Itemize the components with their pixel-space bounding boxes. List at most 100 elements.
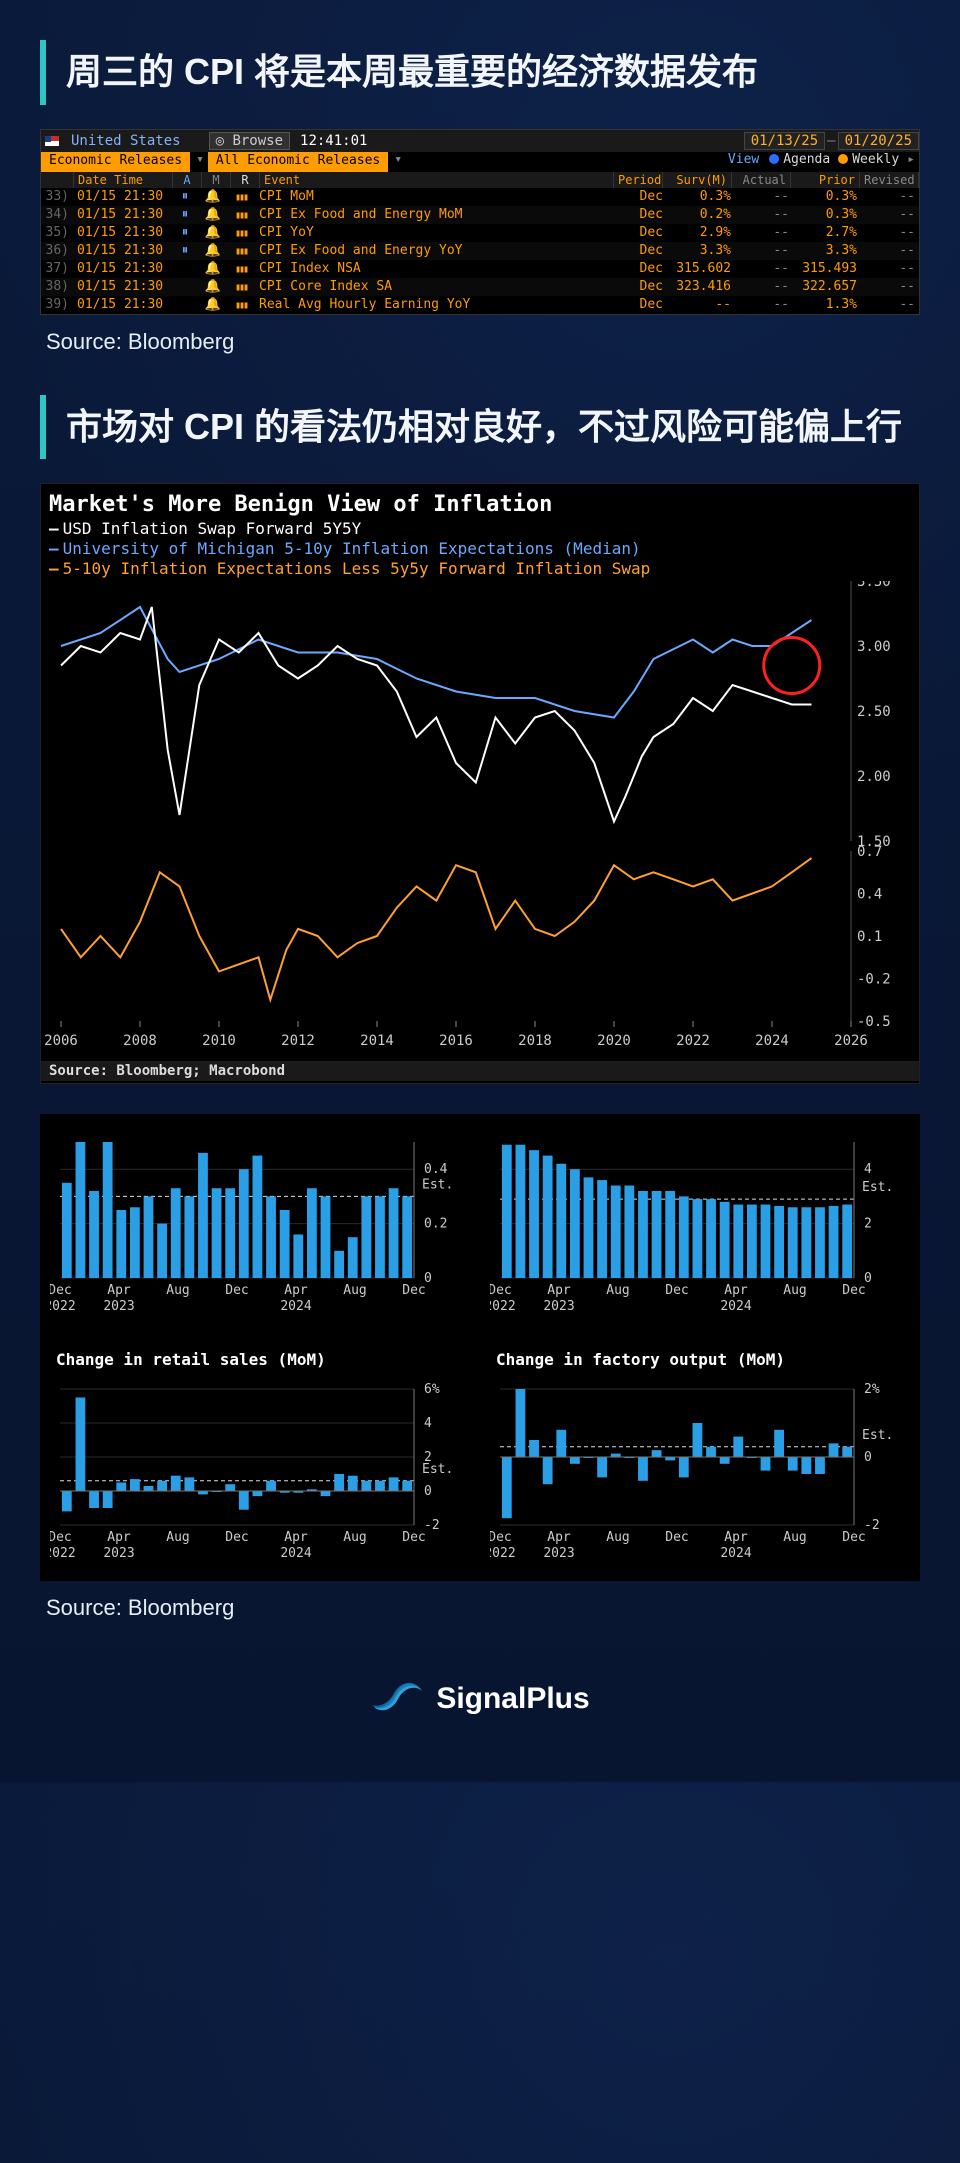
svg-text:2006: 2006 (44, 1033, 78, 1049)
brand-logo-icon (370, 1681, 424, 1717)
svg-text:-2: -2 (864, 1518, 880, 1533)
svg-text:2022: 2022 (50, 1546, 76, 1561)
svg-text:0.4: 0.4 (857, 887, 882, 903)
svg-text:Apr: Apr (284, 1283, 308, 1298)
svg-text:0: 0 (424, 1484, 432, 1499)
svg-text:Apr: Apr (724, 1283, 748, 1298)
svg-text:Aug: Aug (606, 1530, 629, 1545)
svg-text:0.1: 0.1 (857, 929, 882, 945)
svg-text:2%: 2% (864, 1382, 880, 1397)
svg-text:Apr: Apr (547, 1530, 571, 1545)
svg-text:2022: 2022 (676, 1033, 710, 1049)
svg-text:Dec: Dec (50, 1530, 72, 1545)
date-to[interactable]: 01/20/25 (838, 132, 919, 150)
svg-text:0.7: 0.7 (857, 844, 882, 860)
svg-text:2024: 2024 (720, 1546, 751, 1561)
source-label-1: Source: Bloomberg (46, 329, 920, 355)
svg-text:6%: 6% (424, 1382, 440, 1397)
svg-text:Apr: Apr (107, 1530, 131, 1545)
svg-text:2024: 2024 (280, 1299, 311, 1314)
mini-bar-chart: 00.20.4Est.Dec2022Apr2023AugDecApr2024Au… (50, 1124, 470, 1324)
svg-text:4: 4 (424, 1416, 432, 1431)
chart-legend: —USD Inflation Swap Forward 5Y5Y—Univers… (41, 519, 919, 581)
svg-text:0.2: 0.2 (424, 1217, 447, 1232)
svg-text:Dec: Dec (842, 1283, 865, 1298)
svg-text:2012: 2012 (281, 1033, 315, 1049)
svg-text:4: 4 (864, 1162, 872, 1177)
svg-text:Aug: Aug (343, 1530, 366, 1545)
svg-text:2014: 2014 (360, 1033, 394, 1049)
inflation-line-chart: Market's More Benign View of Inflation —… (40, 483, 920, 1084)
browse-button[interactable]: ◎ Browse (209, 132, 290, 150)
svg-text:2023: 2023 (543, 1299, 574, 1314)
svg-text:Dec: Dec (842, 1530, 865, 1545)
svg-text:2024: 2024 (280, 1546, 311, 1561)
bar-chart-grid: 00.20.4Est.Dec2022Apr2023AugDecApr2024Au… (40, 1114, 920, 1581)
date-from[interactable]: 01/13/25 (744, 132, 825, 150)
svg-text:2026: 2026 (834, 1033, 868, 1049)
heading-2: 市场对 CPI 的看法仍相对良好，不过风险可能偏上行 (40, 395, 920, 460)
table-row[interactable]: 36)01/15 21:30⏸🔔▮▮▮CPI Ex Food and Energ… (41, 242, 919, 260)
svg-text:Dec: Dec (225, 1283, 248, 1298)
svg-text:2.50: 2.50 (857, 704, 891, 720)
country-label: United States (63, 133, 189, 149)
source-label-2: Source: Bloomberg (46, 1595, 920, 1621)
svg-text:Dec: Dec (50, 1283, 72, 1298)
svg-text:Aug: Aug (343, 1283, 366, 1298)
heading-1: 周三的 CPI 将是本周最重要的经济数据发布 (40, 40, 920, 105)
view-link[interactable]: View (722, 152, 765, 172)
svg-text:Aug: Aug (166, 1283, 189, 1298)
us-flag-icon (45, 136, 59, 146)
svg-text:2016: 2016 (439, 1033, 473, 1049)
svg-text:2023: 2023 (103, 1299, 134, 1314)
chart-inner-source: Source: Bloomberg; Macrobond (41, 1061, 919, 1081)
svg-text:2024: 2024 (720, 1299, 751, 1314)
svg-text:Est.: Est. (862, 1180, 893, 1195)
clock-label: 12:41:01 (290, 133, 377, 149)
weekly-option[interactable]: Weekly (834, 152, 903, 172)
svg-text:2020: 2020 (597, 1033, 631, 1049)
tab-economic-releases[interactable]: Economic Releases (41, 152, 190, 172)
svg-text:Aug: Aug (783, 1283, 806, 1298)
brand-footer: SignalPlus (40, 1681, 920, 1722)
brand-name: SignalPlus (436, 1682, 589, 1716)
svg-text:2024: 2024 (755, 1033, 789, 1049)
svg-text:Aug: Aug (606, 1283, 629, 1298)
svg-text:2023: 2023 (543, 1546, 574, 1561)
svg-text:-0.2: -0.2 (857, 972, 891, 988)
bloomberg-terminal-table: United States ◎ Browse 12:41:01 01/13/25… (40, 129, 920, 315)
svg-text:Apr: Apr (107, 1283, 131, 1298)
svg-text:Dec: Dec (402, 1530, 425, 1545)
svg-text:Dec: Dec (665, 1283, 688, 1298)
svg-text:-0.5: -0.5 (857, 1014, 891, 1030)
agenda-option[interactable]: Agenda (765, 152, 834, 172)
svg-text:2022: 2022 (50, 1299, 76, 1314)
table-row[interactable]: 35)01/15 21:30⏸🔔▮▮▮CPI YoYDec2.9%--2.7%-… (41, 224, 919, 242)
table-row[interactable]: 34)01/15 21:30⏸🔔▮▮▮CPI Ex Food and Energ… (41, 206, 919, 224)
svg-text:Est.: Est. (422, 1178, 453, 1193)
svg-text:2008: 2008 (123, 1033, 157, 1049)
svg-text:3.50: 3.50 (857, 581, 891, 590)
svg-text:Est.: Est. (862, 1428, 893, 1443)
svg-text:Dec: Dec (665, 1530, 688, 1545)
svg-text:2023: 2023 (103, 1546, 134, 1561)
svg-text:Apr: Apr (724, 1530, 748, 1545)
table-row[interactable]: 38)01/15 21:30🔔▮▮▮CPI Core Index SADec32… (41, 278, 919, 296)
svg-text:0: 0 (864, 1450, 872, 1465)
svg-text:2022: 2022 (490, 1299, 516, 1314)
svg-text:2022: 2022 (490, 1546, 516, 1561)
svg-text:Dec: Dec (490, 1530, 512, 1545)
table-header-row: Date Time A M R Event Period Surv(M) Act… (41, 172, 919, 188)
table-row[interactable]: 33)01/15 21:30⏸🔔▮▮▮CPI MoMDec0.3%--0.3%-… (41, 188, 919, 206)
svg-text:Dec: Dec (225, 1530, 248, 1545)
svg-text:Est.: Est. (422, 1462, 453, 1477)
tab-all-releases[interactable]: All Economic Releases (208, 152, 388, 172)
chart-title: Market's More Benign View of Inflation (41, 490, 919, 519)
mini-bar-chart: 024Est.Dec2022Apr2023AugDecApr2024AugDec (490, 1124, 910, 1324)
svg-text:3.00: 3.00 (857, 639, 891, 655)
table-row[interactable]: 39)01/15 21:30🔔▮▮▮Real Avg Hourly Earnin… (41, 296, 919, 314)
svg-text:Aug: Aug (783, 1530, 806, 1545)
table-row[interactable]: 37)01/15 21:30🔔▮▮▮CPI Index NSADec315.60… (41, 260, 919, 278)
svg-text:2.00: 2.00 (857, 769, 891, 785)
mini-bar-chart: Change in factory output (MoM)-202%Est.D… (490, 1348, 910, 1571)
